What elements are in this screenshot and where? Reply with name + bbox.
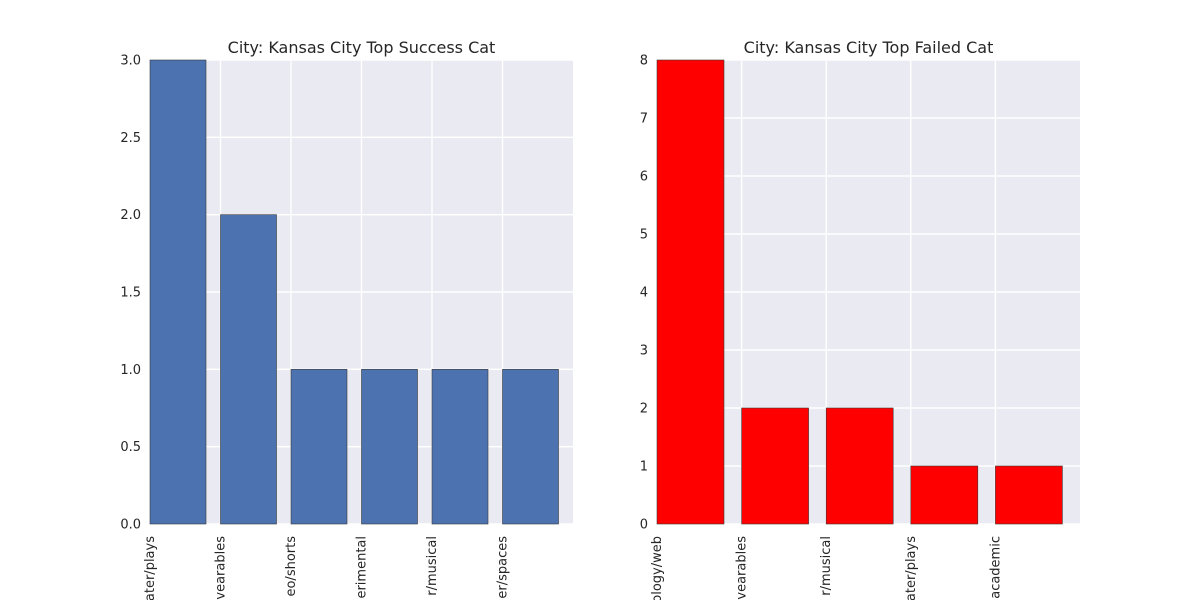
bar-theater-musical	[825, 407, 894, 525]
y-tick-label: 3	[640, 344, 648, 359]
y-tick-label: 0.5	[120, 440, 141, 455]
y-tick-label: 8	[640, 54, 648, 69]
bar-technology-wearables	[220, 214, 277, 525]
y-tick-label: 7	[640, 112, 648, 127]
x-tick-label: ater/plays	[143, 536, 158, 600]
y-tick-label: 2.5	[120, 131, 141, 146]
y-tick-labels: 0.0 0.5 1.0 1.5 2.0 2.5 3.0	[120, 54, 141, 533]
x-tick-label: eo/shorts	[284, 536, 299, 597]
y-tick-labels: 0 1 2 3 4 5 6 7 8	[640, 54, 648, 533]
y-tick-label: 2.0	[120, 208, 141, 223]
bar-theater-plays	[149, 59, 207, 525]
y-tick-label: 2	[640, 402, 648, 417]
bar-technology-wearables	[741, 407, 809, 525]
bars	[656, 59, 1063, 525]
x-tick-label: er/spaces	[496, 536, 511, 599]
y-tick-label: 1.0	[120, 363, 141, 378]
y-tick-label: 3.0	[120, 54, 141, 69]
y-tick-label: 4	[640, 286, 648, 301]
bar-theater-musical	[431, 369, 489, 525]
bar-publishing-academic	[995, 465, 1063, 525]
x-tick-label: academic	[988, 536, 1003, 599]
bar-technology-web	[656, 59, 725, 525]
bar-theater-plays	[910, 465, 979, 525]
bar-theater-spaces	[502, 369, 559, 525]
chart-title: City: Kansas City Top Success Cat	[228, 38, 496, 57]
x-tick-label: vearables	[735, 536, 750, 600]
bar-film-video-shorts	[290, 369, 348, 525]
x-tick-label: erimental	[355, 536, 370, 599]
y-tick-label: 0	[640, 518, 648, 533]
x-tick-label: r/musical	[819, 536, 834, 596]
y-tick-label: 5	[640, 228, 648, 243]
x-tick-label: ology/web	[650, 536, 665, 600]
y-tick-label: 1	[640, 460, 648, 475]
y-tick-label: 1.5	[120, 286, 141, 301]
x-tick-label: vearables	[214, 536, 229, 600]
chart-title: City: Kansas City Top Failed Cat	[744, 38, 994, 57]
x-tick-labels: ology/web vearables r/musical ater/plays aca…	[650, 536, 1003, 600]
failed-chart: 0 1 2 3 4 5 6 7 8 ology/web vearables r/musical ate…	[640, 38, 1080, 600]
y-tick-label: 6	[640, 170, 648, 185]
bars	[149, 59, 559, 525]
y-tick-label: 0.0	[120, 518, 141, 533]
x-tick-label: ater/plays	[904, 536, 919, 600]
success-chart: 0.0 0.5 1.0 1.5 2.0 2.5 3.0 ater/plays vearable…	[120, 38, 573, 600]
x-tick-label: r/musical	[425, 536, 440, 596]
x-tick-labels: ater/plays vearables eo/shorts erimental r/m…	[143, 536, 511, 600]
bar-music-experimental	[361, 369, 418, 525]
